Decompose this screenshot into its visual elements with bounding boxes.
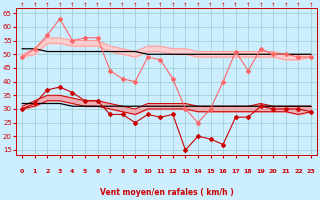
X-axis label: Vent moyen/en rafales ( km/h ): Vent moyen/en rafales ( km/h ) <box>100 188 234 197</box>
